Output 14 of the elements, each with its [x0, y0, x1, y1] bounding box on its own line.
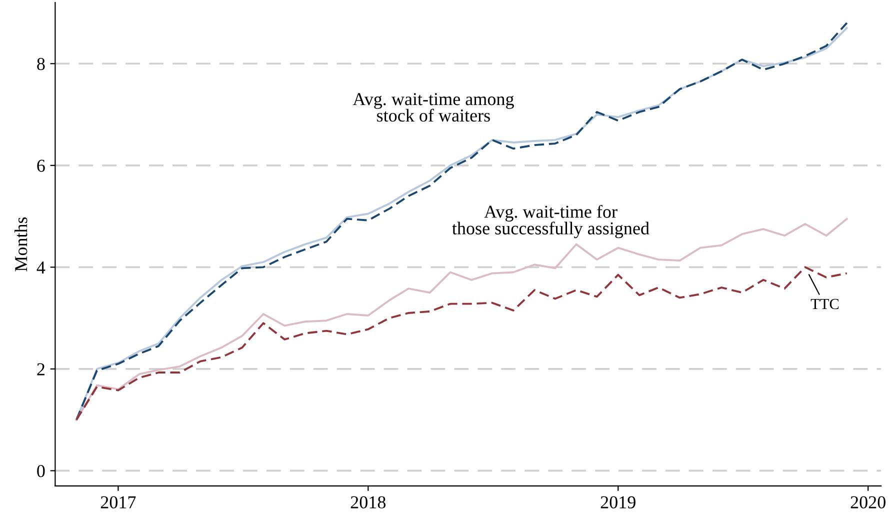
- y-tick-label: 2: [37, 363, 44, 376]
- line-series: [75, 266, 848, 421]
- annotation: Avg. wait-time among stock of waiters: [352, 93, 514, 122]
- x-tick-label: 2017: [100, 496, 136, 508]
- y-axis-title: Months: [14, 217, 28, 272]
- y-tick-label: 4: [36, 262, 46, 274]
- x-tick-label: 2018: [350, 496, 386, 508]
- x-tick-label: 2019: [600, 496, 636, 508]
- y-tick-label: 8: [37, 58, 45, 70]
- annotation: Avg. wait-time for those successfully assigned: [452, 204, 650, 238]
- y-tick-label: 0: [37, 464, 45, 478]
- x-tick-label: 2020: [850, 496, 886, 508]
- y-tick-label: 6: [37, 160, 45, 172]
- annotation: TTC: [810, 298, 839, 310]
